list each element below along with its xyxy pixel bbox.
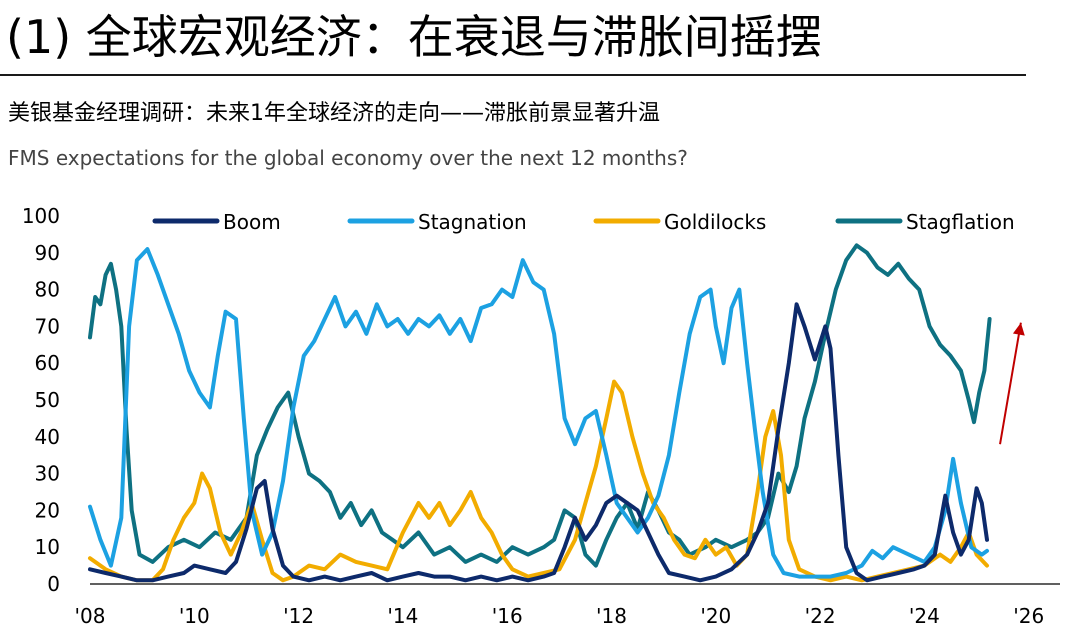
legend-item-stagflation: Stagflation xyxy=(835,210,1015,234)
x-tick-label: '12 xyxy=(283,604,314,628)
y-tick-label: 60 xyxy=(35,351,60,375)
legend-label: Stagflation xyxy=(906,210,1015,234)
y-tick-label: 90 xyxy=(35,241,60,265)
y-tick-label: 70 xyxy=(35,314,60,338)
chart-subtitle-cn: 美银基金经理调研：未来1年全球经济的走向——滞胀前景显著升温 xyxy=(8,101,660,126)
y-tick-label: 30 xyxy=(35,462,60,486)
legend-label: Boom xyxy=(223,210,281,234)
trend-arrow-head-icon xyxy=(1012,322,1025,336)
legend-item-stagnation: Stagnation xyxy=(347,210,527,234)
x-tick-label: '24 xyxy=(909,604,940,628)
x-tick-label: '08 xyxy=(75,604,106,628)
y-tick-label: 10 xyxy=(35,535,60,559)
legend-label: Stagnation xyxy=(418,210,527,234)
x-tick-label: '16 xyxy=(492,604,523,628)
page-title: (1) 全球宏观经济：在衰退与滞胀间摇摆 xyxy=(6,10,822,64)
x-tick-label: '18 xyxy=(596,604,627,628)
legend-item-goldilocks: Goldilocks xyxy=(593,210,766,234)
chart-axes: 0 10 20 30 40 50 60 70 80 90 100 '08 '10 '12 '14 '16 '18… xyxy=(22,204,1060,628)
series-line-boom xyxy=(88,302,989,583)
x-tick-label: '10 xyxy=(179,604,210,628)
chart-legend: Boom Stagnation Goldilocks Stagflation xyxy=(152,210,1015,234)
trend-arrow-shaft xyxy=(999,322,1022,445)
y-tick-label: 80 xyxy=(35,278,60,302)
y-tick-label: 0 xyxy=(47,572,60,596)
title-divider xyxy=(0,74,1026,76)
chart-subtitle-en: FMS expectations for the global economy … xyxy=(8,146,688,170)
series-line-stagnation xyxy=(88,247,989,579)
x-tick-label: '20 xyxy=(700,604,731,628)
y-tick-label: 100 xyxy=(22,204,60,228)
legend-label: Goldilocks xyxy=(664,210,766,234)
y-tick-label: 40 xyxy=(35,425,60,449)
x-tick-label: '22 xyxy=(805,604,836,628)
line-chart: 0 10 20 30 40 50 60 70 80 90 100 '08 '10 '12 '14 '16 '18… xyxy=(22,204,1060,628)
x-tick-label: '14 xyxy=(387,604,418,628)
chart-series xyxy=(88,243,992,583)
y-tick-label: 50 xyxy=(35,388,60,412)
series-line-stagflation xyxy=(88,243,992,568)
y-tick-label: 20 xyxy=(35,498,60,522)
legend-item-boom: Boom xyxy=(152,210,281,234)
chart-annotation xyxy=(999,322,1025,445)
x-tick-label: '26 xyxy=(1013,604,1044,628)
